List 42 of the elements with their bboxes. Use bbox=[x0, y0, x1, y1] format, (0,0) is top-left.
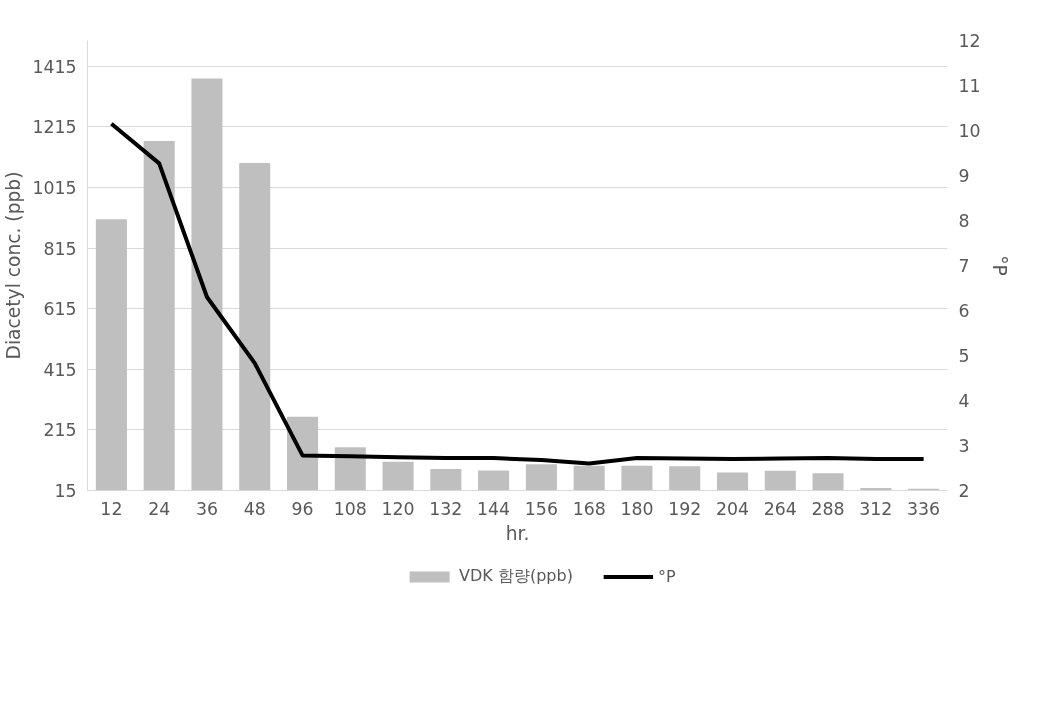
x-tick-label: 120 bbox=[381, 498, 415, 519]
x-tick-label: 156 bbox=[524, 498, 558, 519]
x-tick-label: 336 bbox=[907, 498, 941, 519]
y2-tick-label: 11 bbox=[958, 76, 981, 96]
y-axis-title: Diacetyl conc. (ppb) bbox=[3, 171, 25, 360]
y2-tick-label: 12 bbox=[958, 31, 981, 51]
x-tick-label: 204 bbox=[715, 498, 750, 519]
x-axis-title: hr. bbox=[505, 522, 530, 544]
x-tick-label: 144 bbox=[477, 498, 511, 519]
y2-axis-title: °P bbox=[988, 255, 1010, 276]
y2-tick-label: 2 bbox=[958, 481, 970, 501]
y2-tick-label: 6 bbox=[958, 301, 970, 321]
y-tick-label: 15 bbox=[54, 481, 77, 501]
y2-tick-label: 5 bbox=[958, 346, 970, 366]
y-tick-label: 415 bbox=[43, 359, 77, 380]
y2-tick-label: 4 bbox=[958, 391, 970, 411]
x-tick-label: 180 bbox=[620, 498, 654, 519]
y-tick-label: 1015 bbox=[32, 177, 77, 198]
y-tick-label: 615 bbox=[43, 299, 77, 320]
x-tick-label: 24 bbox=[148, 498, 171, 519]
y-tick-label: 815 bbox=[43, 238, 77, 259]
y-tick-label: 215 bbox=[43, 420, 77, 441]
x-tick-label: 264 bbox=[763, 498, 797, 519]
y2-tick-label: 3 bbox=[958, 436, 970, 456]
x-tick-label: 168 bbox=[572, 498, 606, 519]
y2-tick-label: 8 bbox=[958, 211, 970, 231]
x-tick-label: 96 bbox=[291, 498, 314, 519]
x-tick-label: 288 bbox=[811, 498, 845, 519]
legend-label: VDK 함량(ppb) bbox=[459, 565, 573, 587]
x-tick-label: 36 bbox=[195, 498, 218, 519]
x-tick-label: 48 bbox=[243, 498, 266, 519]
y2-tick-label: 10 bbox=[958, 121, 981, 141]
y2-tick-label: 7 bbox=[958, 256, 970, 276]
x-tick-label: 192 bbox=[668, 498, 702, 519]
legend-label: °P bbox=[657, 566, 677, 586]
x-tick-label: 312 bbox=[859, 498, 893, 519]
x-tick-label: 132 bbox=[429, 498, 463, 519]
y2-tick-label: 9 bbox=[958, 166, 970, 186]
y-tick-label: 1415 bbox=[32, 56, 77, 77]
x-tick-label: 108 bbox=[333, 498, 367, 519]
x-tick-label: 12 bbox=[100, 498, 123, 519]
y-tick-label: 1215 bbox=[32, 117, 77, 138]
